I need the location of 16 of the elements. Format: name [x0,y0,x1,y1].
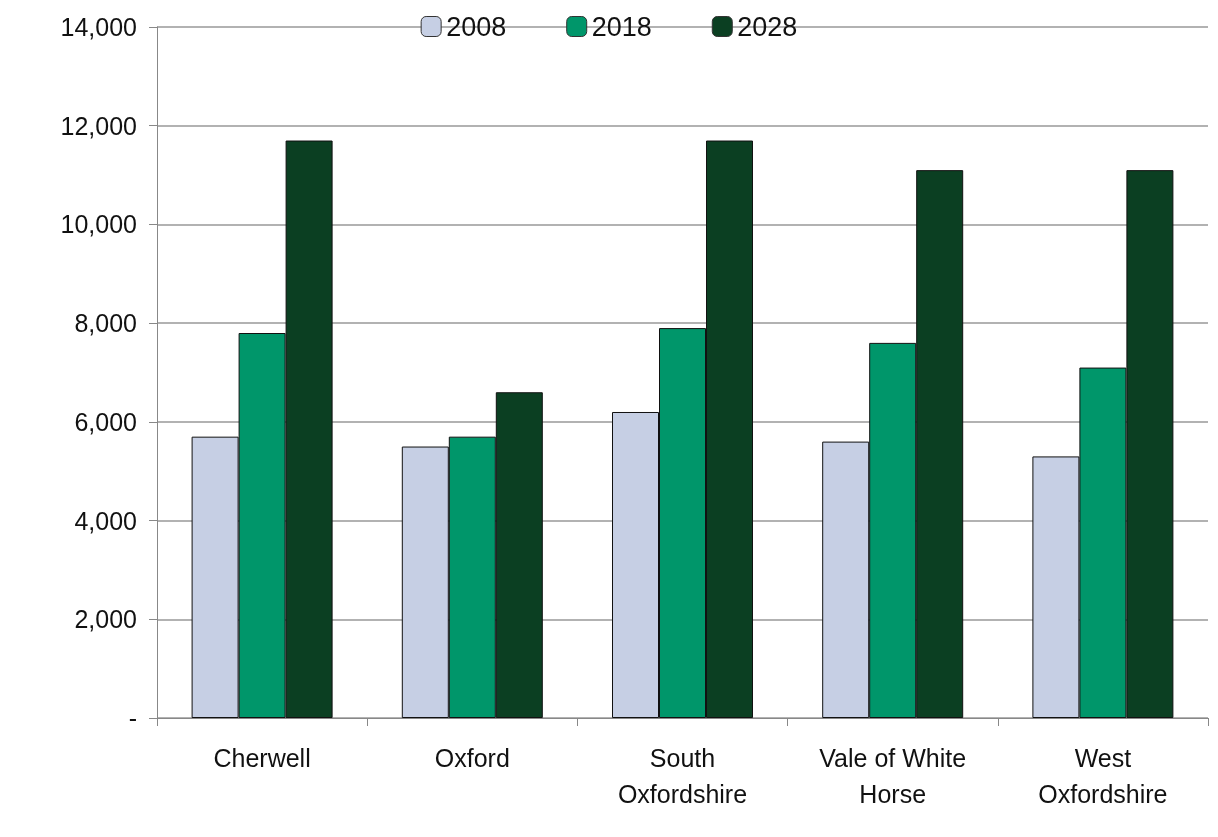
y-tick-label: 4,000 [74,506,137,535]
x-tick-label: Cherwell [213,744,311,772]
x-tick-label: Oxford [434,744,510,772]
y-tick-label: 12,000 [60,111,137,140]
y-tick-label: 2,000 [74,605,137,634]
y-tick-label: 14,000 [60,13,137,41]
x-tick-label: South Oxfordshire [617,744,748,808]
y-tick-label: 10,000 [60,210,137,239]
legend-label: 2028 [737,11,798,42]
y-tick-label: 6,000 [74,407,137,436]
x-tick-label: West Oxfordshire [1038,744,1168,808]
x-tick-label: Vale of White Horse [819,744,967,808]
y-tick-label: - [128,704,137,732]
y-tick-label: 8,000 [74,309,137,338]
legend-label: 2018 [591,11,652,42]
legend-label: 2008 [446,11,507,42]
